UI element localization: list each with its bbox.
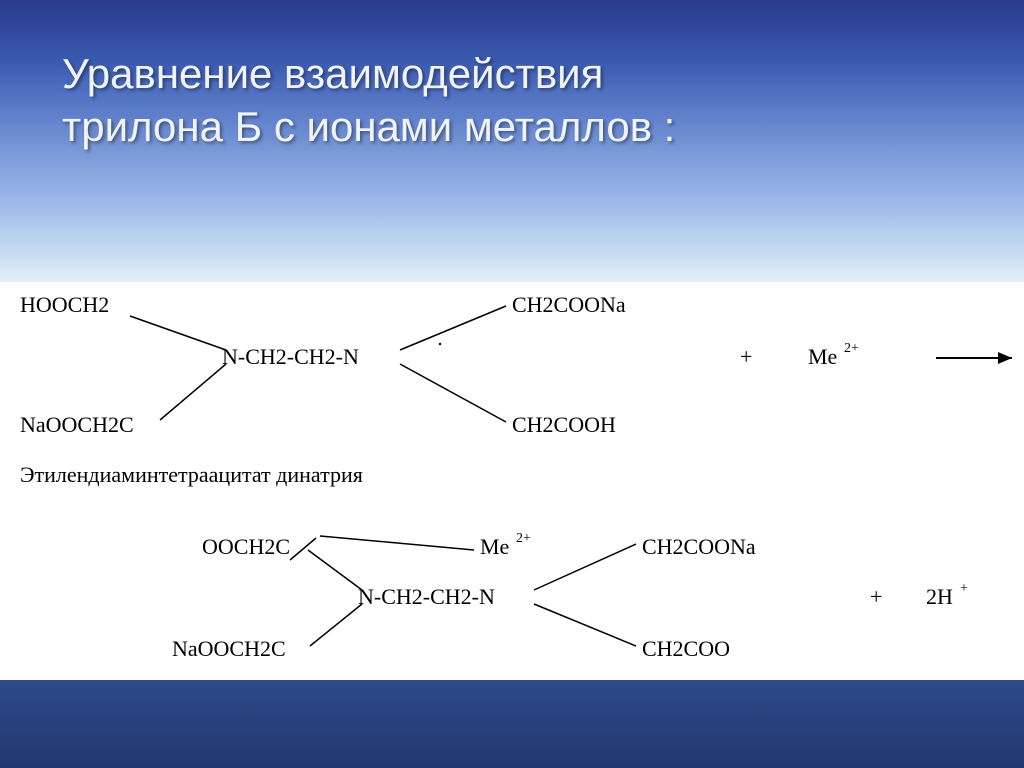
bot-center: N-CH2-CH2-N bbox=[358, 584, 495, 609]
bond bbox=[130, 316, 226, 350]
title-line-2: трилона Б с ионами металлов : bbox=[62, 101, 675, 154]
arrow-head bbox=[998, 352, 1012, 364]
top-left-upper: HOOCH2 bbox=[20, 292, 109, 317]
bond bbox=[308, 550, 362, 590]
slide: Уравнение взаимодействия трилона Б с ион… bbox=[0, 0, 1024, 768]
bot-metal: Me bbox=[480, 534, 509, 559]
top-left-lower: NaOOCH2C bbox=[20, 412, 134, 437]
top-right-upper: CH2COONa bbox=[512, 292, 626, 317]
bot-right-upper: CH2COONa bbox=[642, 534, 756, 559]
bond bbox=[290, 538, 316, 560]
bot-metal-charge: 2+ bbox=[516, 531, 531, 546]
top-center: N-CH2-CH2-N bbox=[222, 344, 359, 369]
bond bbox=[400, 364, 506, 422]
bot-product: 2H bbox=[926, 584, 953, 609]
bond bbox=[534, 544, 636, 590]
top-plus: + bbox=[740, 344, 752, 369]
title-line-1: Уравнение взаимодействия bbox=[62, 48, 675, 101]
chemistry-panel: N-CH2-CH2-N HOOCH2 NaOOCH2C CH2COONa CH2… bbox=[0, 282, 1024, 680]
bond bbox=[310, 604, 362, 646]
bot-left-lower: NaOOCH2C bbox=[172, 636, 286, 661]
slide-title: Уравнение взаимодействия трилона Б с ион… bbox=[62, 48, 675, 153]
bot-plus: + bbox=[870, 584, 882, 609]
bond bbox=[320, 536, 474, 550]
top-metal: Me bbox=[808, 344, 837, 369]
bond bbox=[400, 306, 506, 350]
chemistry-svg: N-CH2-CH2-N HOOCH2 NaOOCH2C CH2COONa CH2… bbox=[0, 282, 1024, 680]
top-metal-charge: 2+ bbox=[844, 341, 859, 356]
bot-left-upper: OOCH2C bbox=[202, 534, 290, 559]
top-right-lower: CH2COOH bbox=[512, 412, 616, 437]
edta-caption: Этилендиаминтетраацитат динатрия bbox=[20, 462, 363, 487]
bot-right-lower: CH2COO bbox=[642, 636, 730, 661]
bot-product-charge: + bbox=[960, 581, 968, 596]
dot bbox=[439, 343, 441, 345]
bond bbox=[534, 604, 636, 646]
bond bbox=[160, 364, 226, 420]
